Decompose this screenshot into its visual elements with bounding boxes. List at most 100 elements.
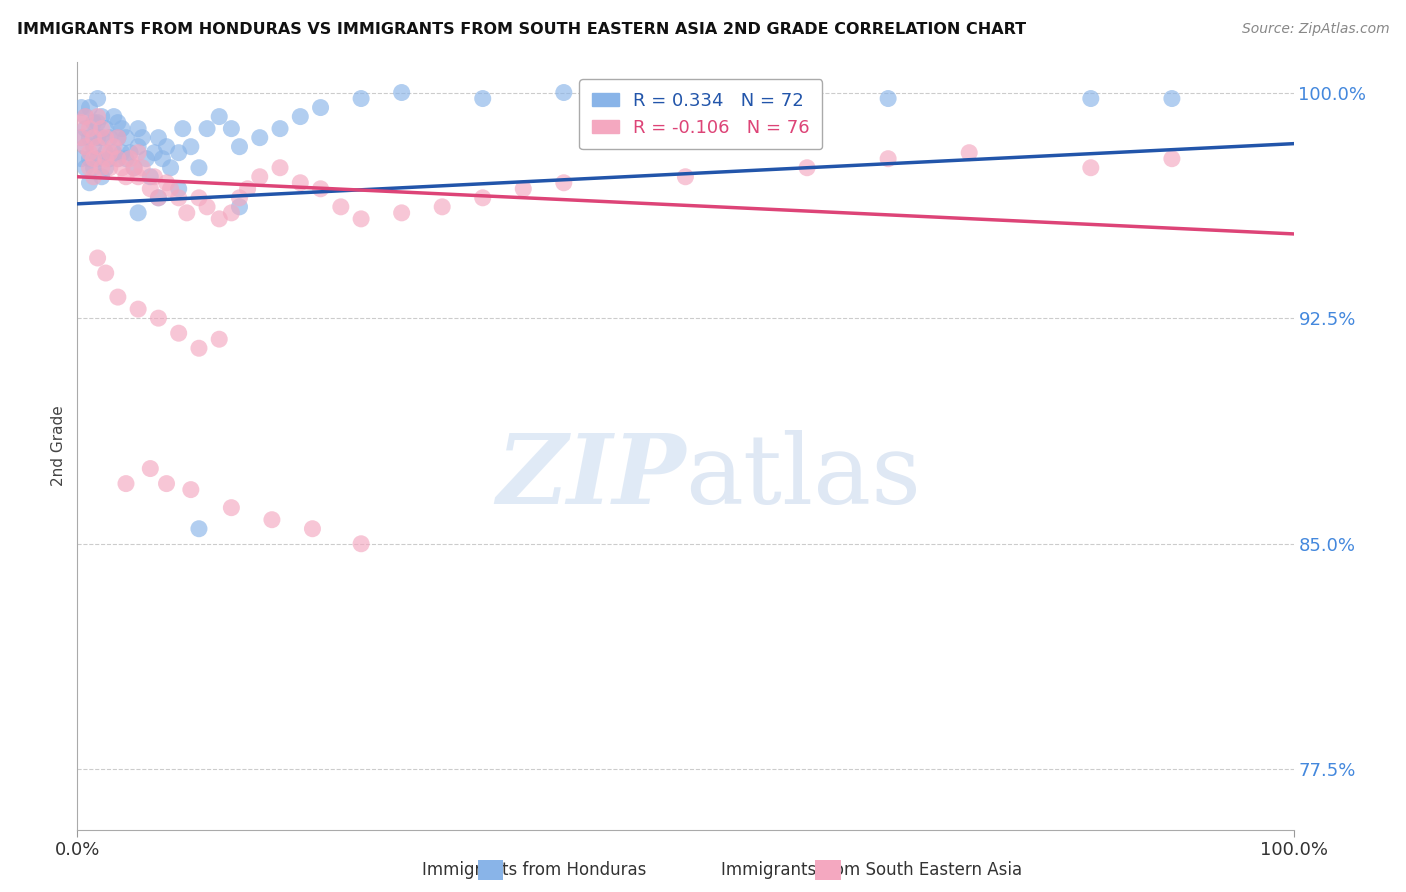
Text: IMMIGRANTS FROM HONDURAS VS IMMIGRANTS FROM SOUTH EASTERN ASIA 2ND GRADE CORRELA: IMMIGRANTS FROM HONDURAS VS IMMIGRANTS F… (17, 22, 1026, 37)
Point (90, 121, 112, 136)
Point (111, 145, 134, 160)
Point (127, 206, 149, 220)
Point (118, 152, 141, 166)
Point (103, 145, 125, 160)
Point (430, 200, 453, 214)
Point (195, 121, 218, 136)
Point (167, 326, 190, 341)
Point (471, 191, 494, 205)
Point (350, 91, 373, 105)
Point (796, 161, 818, 175)
Point (139, 461, 162, 475)
Point (208, 110, 231, 124)
Point (107, 130, 129, 145)
Point (86, 115, 108, 129)
Point (83, 115, 105, 129)
Point (471, 91, 494, 105)
Point (79, 101, 101, 115)
Point (148, 191, 170, 205)
Point (86, 110, 108, 124)
Point (131, 161, 153, 175)
Point (70, 101, 93, 115)
Point (83, 130, 105, 145)
Point (553, 86, 575, 100)
Point (221, 500, 243, 515)
Point (148, 311, 170, 326)
Point (180, 483, 202, 497)
Point (512, 182, 534, 196)
Point (75, 110, 97, 124)
Point (90, 130, 112, 145)
Point (122, 161, 145, 175)
Point (94, 145, 117, 160)
Point (236, 182, 259, 196)
Point (877, 152, 900, 166)
Point (94, 121, 117, 136)
Text: Immigrants from Honduras: Immigrants from Honduras (422, 861, 647, 879)
Point (86, 91, 108, 105)
Point (155, 476, 177, 491)
Point (107, 152, 129, 166)
Point (86, 139, 108, 153)
Point (83, 139, 105, 153)
Point (139, 182, 162, 196)
Point (70, 130, 93, 145)
Point (127, 302, 149, 317)
Point (143, 169, 166, 184)
Point (176, 206, 198, 220)
Point (139, 169, 162, 184)
Point (79, 130, 101, 145)
Point (208, 211, 231, 226)
Point (195, 200, 218, 214)
Point (180, 139, 202, 153)
Legend: R = 0.334   N = 72, R = -0.106   N = 76: R = 0.334 N = 72, R = -0.106 N = 76 (579, 79, 823, 150)
Point (131, 130, 153, 145)
Point (269, 121, 291, 136)
Point (391, 206, 413, 220)
Point (350, 211, 373, 226)
Point (155, 176, 177, 190)
Point (221, 121, 243, 136)
Point (75, 161, 97, 175)
Point (79, 121, 101, 136)
Point (188, 522, 211, 536)
Point (260, 513, 283, 527)
Point (208, 332, 231, 346)
Point (103, 110, 125, 124)
Text: atlas: atlas (686, 430, 921, 524)
Point (98, 161, 121, 175)
Point (143, 145, 166, 160)
Point (83, 169, 105, 184)
Point (309, 182, 332, 196)
Point (90, 169, 112, 184)
Point (249, 130, 271, 145)
Point (675, 86, 697, 100)
Point (98, 152, 121, 166)
Point (94, 266, 117, 280)
Point (135, 152, 157, 166)
Point (86, 152, 108, 166)
Point (79, 145, 101, 160)
Point (228, 139, 250, 153)
Point (350, 537, 373, 551)
Point (79, 176, 101, 190)
Point (1161, 152, 1184, 166)
Point (249, 169, 271, 184)
Point (115, 476, 138, 491)
Point (1080, 91, 1102, 105)
Point (159, 182, 181, 196)
Point (148, 130, 170, 145)
Point (127, 145, 149, 160)
Point (553, 176, 575, 190)
Point (122, 161, 145, 175)
Point (75, 139, 97, 153)
Point (167, 191, 190, 205)
Point (86, 251, 108, 265)
Point (221, 206, 243, 220)
Point (155, 139, 177, 153)
Point (107, 290, 129, 304)
Point (167, 145, 190, 160)
Point (86, 130, 108, 145)
Point (301, 522, 323, 536)
Point (79, 161, 101, 175)
